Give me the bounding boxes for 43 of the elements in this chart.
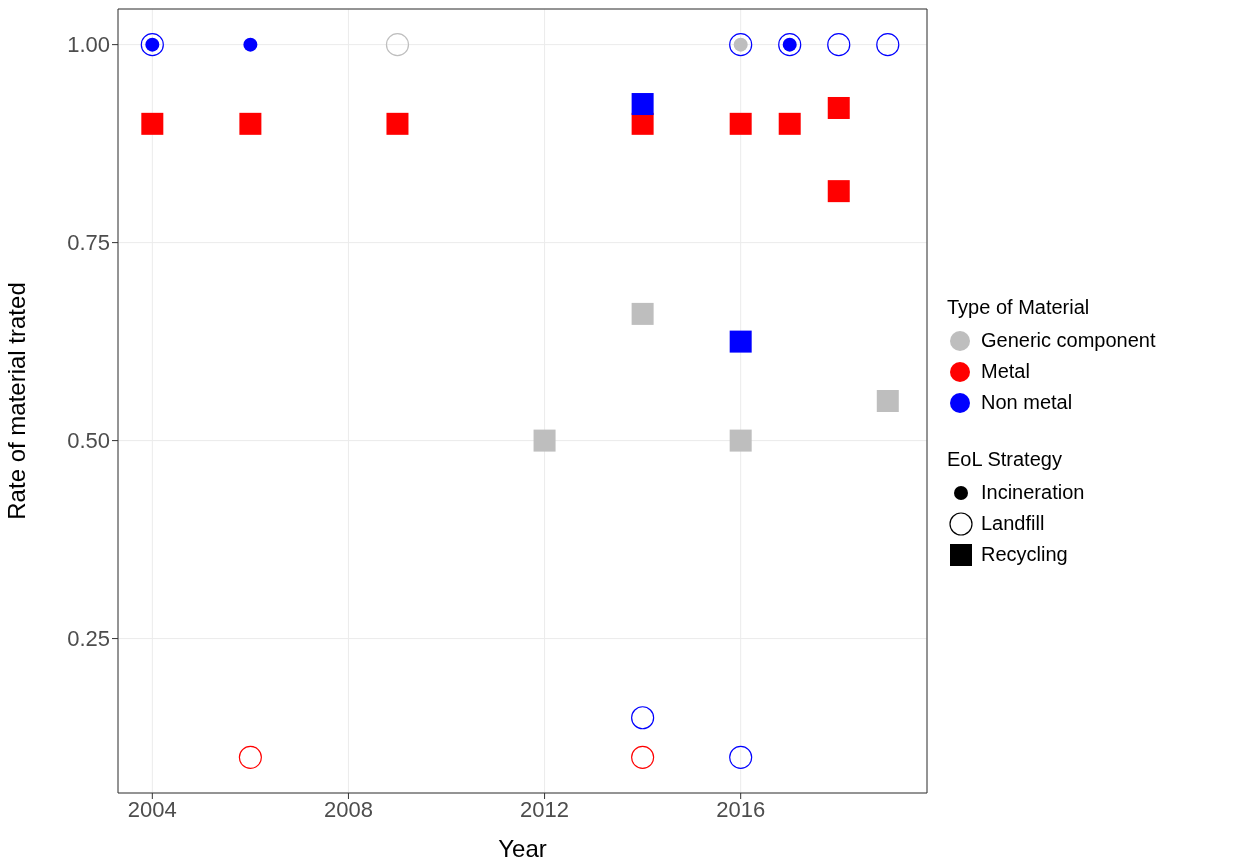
x-tick-label: 2016: [716, 796, 766, 822]
x-tick-label: 2012: [520, 796, 570, 822]
x-tick-label: 2004: [127, 796, 177, 822]
x-axis-title: Year: [498, 835, 547, 862]
text: Recycling: [981, 543, 1068, 566]
y-tick-label: 0.25: [67, 626, 110, 652]
point: [238, 745, 262, 769]
point: [778, 112, 801, 135]
point: [827, 33, 851, 57]
point: [876, 33, 900, 57]
point: [729, 429, 752, 452]
y-tick-label: 0.75: [67, 230, 110, 256]
point: [533, 429, 556, 452]
point: [243, 37, 258, 52]
point: [385, 33, 410, 57]
point: [729, 745, 753, 769]
point: [729, 33, 753, 57]
point: [778, 33, 802, 57]
point: [729, 112, 752, 135]
point: [729, 330, 752, 353]
legend-label: Metal: [981, 360, 1030, 383]
point: [876, 390, 899, 412]
point: [827, 96, 850, 119]
text: Type of Material: [947, 296, 1090, 318]
legend-label: Generic component: [981, 329, 1156, 352]
point: [386, 112, 409, 135]
y-axis-title: Rate of material trated: [2, 282, 30, 520]
text: Landfill: [981, 512, 1045, 535]
y-tick-label: 1.00: [67, 32, 110, 58]
point: [827, 180, 850, 203]
x-tick-label: 2008: [323, 796, 373, 822]
point: [631, 745, 655, 769]
point: [631, 93, 654, 116]
point: [239, 112, 262, 135]
point: [631, 302, 654, 325]
text: Incineration: [981, 481, 1085, 504]
text: EoL Strategy: [947, 448, 1062, 470]
point: [141, 112, 164, 135]
point: [631, 706, 655, 730]
point: [140, 33, 164, 57]
legend-label: Non metal: [981, 391, 1073, 414]
y-tick-label: 0.50: [67, 428, 110, 454]
point: [631, 112, 654, 135]
